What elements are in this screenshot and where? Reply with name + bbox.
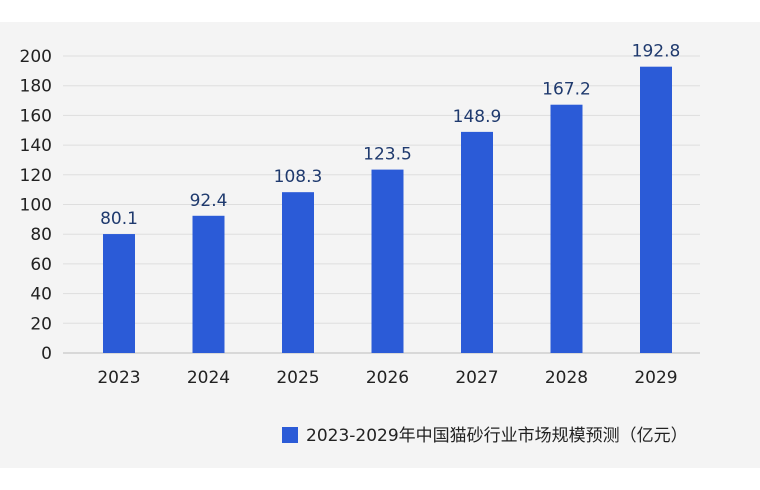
bar-2027 [461,131,493,353]
x-tick-label-2028: 2028 [545,368,588,388]
data-label-2023: 80.1 [100,209,138,229]
bar-2024 [192,215,225,353]
y-tick-label: 140 [20,136,52,156]
data-labels: 80.1 92.4 108.3 123.5 148.9 167.2 192.8 [100,42,680,229]
x-tick-label-2023: 2023 [97,368,140,388]
legend-swatch [282,427,298,443]
y-tick-label: 40 [30,285,52,305]
x-tick-label-2029: 2029 [634,368,677,388]
data-label-2025: 108.3 [274,167,323,187]
y-tick-label: 0 [41,344,52,364]
bar-series [103,66,672,353]
y-tick-label: 80 [30,225,52,245]
bar-2025 [282,192,314,353]
x-tick-label-2027: 2027 [455,368,498,388]
y-tick-label: 160 [20,106,52,126]
y-axis-ticks: 0 20 40 60 80 100 120 140 160 180 200 [20,47,52,364]
bar-2028 [550,104,583,353]
y-tick-label: 60 [30,255,52,275]
bar-chart: 0 20 40 60 80 100 120 140 160 180 200 2023 2024 2025… [20,42,700,446]
bar-2026 [371,169,404,353]
legend-label: 2023-2029年中国猫砂行业市场规模预测（亿元） [306,426,688,446]
x-tick-label-2024: 2024 [187,368,230,388]
x-tick-label-2025: 2025 [276,368,319,388]
data-label-2028: 167.2 [542,80,591,100]
bar-2029 [640,66,672,353]
x-axis-ticks: 2023 2024 2025 2026 2027 2028 2029 [97,368,677,388]
data-label-2024: 92.4 [190,191,228,211]
y-tick-label: 120 [20,166,52,186]
bar-2023 [103,234,135,353]
data-label-2029: 192.8 [632,42,681,62]
chart-frame: 0 20 40 60 80 100 120 140 160 180 200 2023 2024 2025… [0,22,760,468]
y-tick-label: 20 [30,314,52,334]
data-label-2027: 148.9 [453,107,502,127]
x-tick-label-2026: 2026 [366,368,409,388]
y-tick-label: 180 [20,77,52,97]
y-tick-label: 200 [20,47,52,67]
y-tick-label: 100 [20,196,52,216]
legend: 2023-2029年中国猫砂行业市场规模预测（亿元） [282,426,688,446]
data-label-2026: 123.5 [363,145,412,165]
